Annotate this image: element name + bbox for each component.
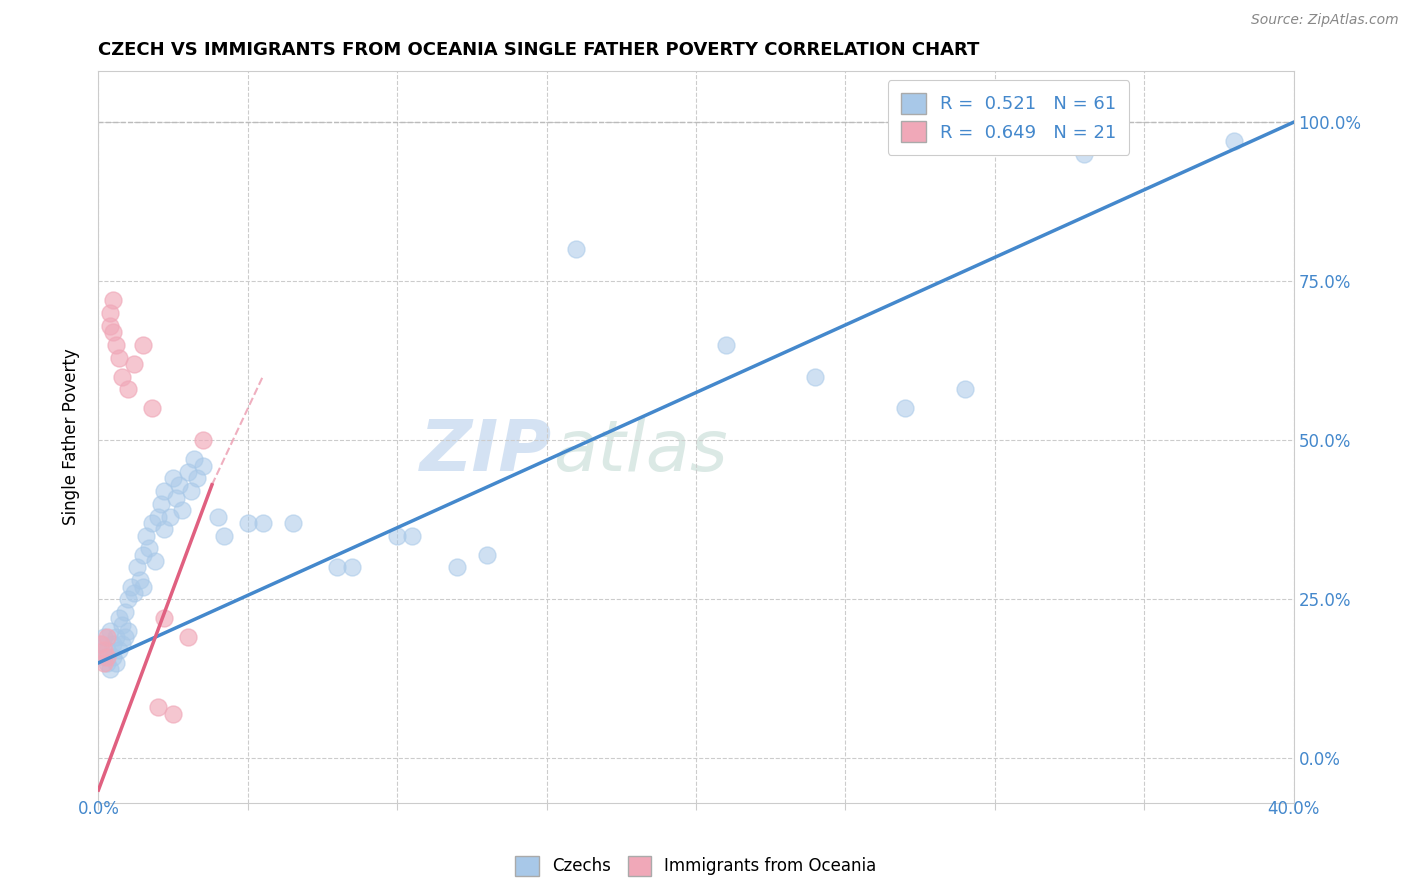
Point [153,522,176,536]
Point [132,548,155,562]
Point [132,338,155,352]
Point [172,503,194,517]
Point [96,656,118,670]
Point [281,516,304,530]
Point [148,700,170,714]
Text: Source: ZipAtlas.com: Source: ZipAtlas.com [1251,13,1399,28]
Point [111,637,134,651]
Point [177,465,200,479]
Point [117,624,139,638]
Point [100,318,122,333]
Point [385,529,409,543]
Point [141,401,163,416]
Point [103,325,125,339]
Point [100,662,122,676]
Point [93,649,115,664]
Point [167,477,190,491]
Point [159,509,181,524]
Point [96,631,118,645]
Point [475,548,498,562]
Point [1073,147,1095,161]
Point [105,338,128,352]
Point [117,592,139,607]
Point [212,529,235,543]
Point [96,649,118,664]
Point [108,643,131,657]
Point [143,554,166,568]
Point [108,351,131,365]
Point [117,383,139,397]
Point [103,649,125,664]
Point [127,560,149,574]
Point [183,452,205,467]
Y-axis label: Single Father Poverty: Single Father Poverty [62,349,80,525]
Text: 0.0%: 0.0% [77,799,120,818]
Point [326,560,349,574]
Point [162,471,184,485]
Point [191,458,214,473]
Point [894,401,917,416]
Point [565,243,588,257]
Point [111,617,134,632]
Point [100,624,122,638]
Point [90,637,112,651]
Point [191,434,214,448]
Point [953,383,976,397]
Legend: Czechs, Immigrants from Oceania: Czechs, Immigrants from Oceania [509,850,883,882]
Point [105,631,128,645]
Point [93,643,115,657]
Point [129,573,152,587]
Point [135,529,157,543]
Point [93,631,115,645]
Point [236,516,259,530]
Point [252,516,274,530]
Point [124,357,146,371]
Point [90,637,112,651]
Point [162,706,184,721]
Point [141,516,163,530]
Point [446,560,468,574]
Point [180,484,202,499]
Point [124,586,146,600]
Point [1223,134,1246,148]
Point [342,560,364,574]
Point [120,580,142,594]
Point [714,338,737,352]
Point [148,509,170,524]
Point [100,306,122,320]
Point [132,580,155,594]
Point [804,369,827,384]
Point [186,471,208,485]
Text: CZECH VS IMMIGRANTS FROM OCEANIA SINGLE FATHER POVERTY CORRELATION CHART: CZECH VS IMMIGRANTS FROM OCEANIA SINGLE … [98,41,980,59]
Text: 40.0%: 40.0% [1267,799,1320,818]
Text: atlas: atlas [553,417,727,486]
Point [177,631,200,645]
Point [207,509,229,524]
Point [150,497,173,511]
Point [138,541,160,556]
Point [111,369,134,384]
Point [96,643,118,657]
Point [108,611,131,625]
Point [114,605,136,619]
Point [401,529,423,543]
Point [153,611,176,625]
Point [93,656,115,670]
Point [105,656,128,670]
Text: ZIP: ZIP [420,417,553,486]
Point [153,484,176,499]
Point [114,631,136,645]
Point [103,637,125,651]
Point [103,293,125,308]
Point [165,491,187,505]
